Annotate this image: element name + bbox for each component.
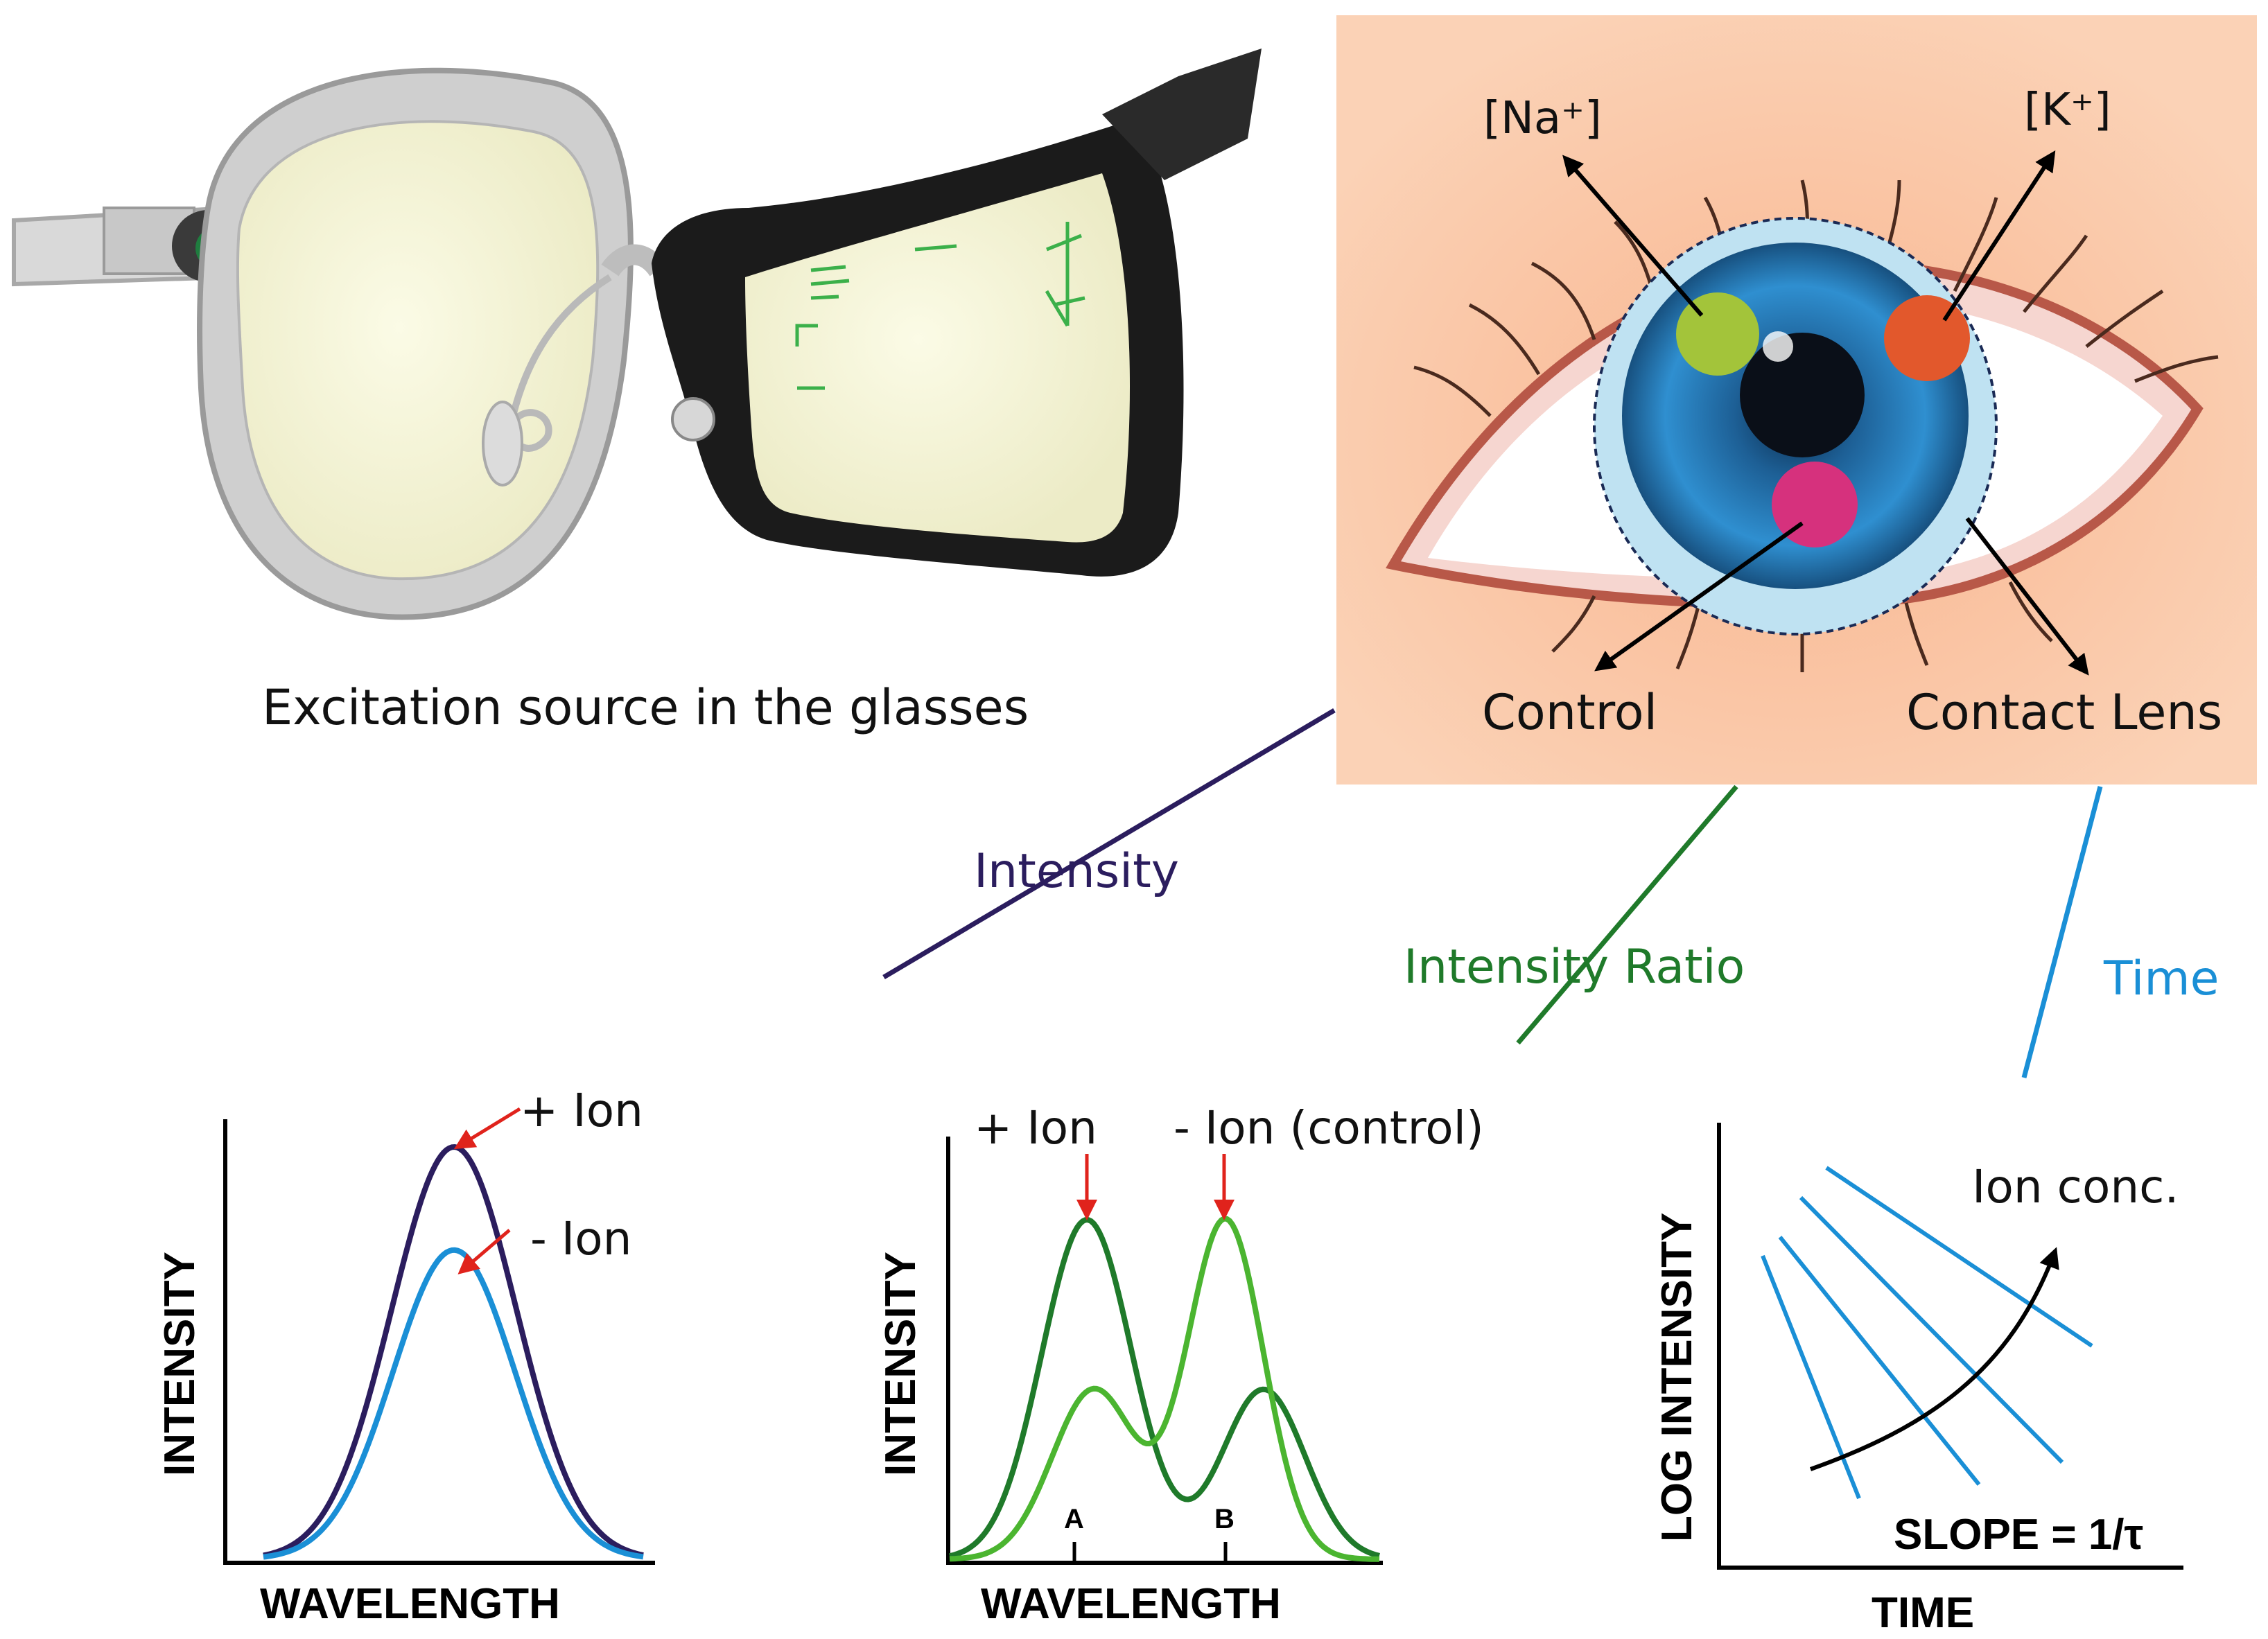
chart3-decay-line (1825, 1166, 2093, 1348)
eye-panel: [Na⁺] [K⁺] Control Contact Lens (1336, 15, 2257, 785)
glasses-caption: Excitation source in the glasses (262, 679, 1029, 736)
control-sensor-spot (1772, 462, 1858, 547)
chart1-minus-ion-label: - Ion (530, 1212, 631, 1265)
intensity-connector-line (882, 708, 1336, 980)
intensity-ratio-chart: A B + Ion - Ion (control) WAVELENGTH INT… (877, 1101, 1484, 1628)
hud-display-marks (795, 222, 1085, 390)
sodium-pointer-arrow (1562, 155, 1704, 317)
chart2-x-axis-title: WAVELENGTH (981, 1580, 1281, 1628)
chart2-tick-label-b: B (1214, 1504, 1235, 1534)
chart2-control-curve (949, 1216, 1380, 1562)
time-connector-line (2021, 786, 2103, 1078)
chart3-slope-label: SLOPE = 1/τ (1894, 1511, 2143, 1559)
chart1-minus-ion-curve (263, 1247, 644, 1560)
chart1-y-axis-title: INTENSITY (156, 1252, 204, 1476)
chart1-plus-ion-curve (263, 1143, 644, 1559)
control-label: Control (1482, 684, 1657, 741)
chart2-tick-label-a: A (1064, 1504, 1084, 1534)
chart2-control-label: - Ion (control) (1174, 1101, 1484, 1155)
smart-glasses-illustration (12, 49, 1262, 620)
left-lens (236, 120, 600, 581)
pupil (1740, 333, 1865, 457)
intensity-ratio-method-label: Intensity Ratio (1404, 940, 1745, 994)
intensity-ratio-connector-line (1516, 785, 1738, 1045)
chart3-decay-line (1799, 1195, 2064, 1464)
intensity-method-label: Intensity (974, 844, 1179, 899)
lifetime-chart: Ion conc. SLOPE = 1/τ TIME LOG INTENSITY (1653, 1123, 2183, 1637)
chart3-x-axis-title: TIME (1872, 1589, 1974, 1637)
chart1-axes (223, 1119, 655, 1565)
contact-lens-pointer-arrow (1965, 517, 2089, 676)
chart1-plus-ion-pointer (453, 1107, 521, 1150)
intensity-chart: + Ion - Ion WAVELENGTH INTENSITY (156, 1084, 655, 1628)
chart2-y-axis-title: INTENSITY (877, 1252, 925, 1476)
chart1-x-axis-title: WAVELENGTH (260, 1580, 560, 1628)
right-temple-arm (1102, 49, 1262, 180)
chart3-y-axis-title: LOG INTENSITY (1653, 1213, 1701, 1542)
potassium-pointer-arrow (1942, 150, 2056, 322)
chart1-plus-ion-label: + Ion (520, 1084, 643, 1137)
chart1-minus-ion-pointer (457, 1229, 511, 1274)
chart3-ion-conc-arrow (1809, 1247, 2059, 1471)
method-connectors: Intensity Intensity Ratio Time (882, 708, 2219, 1078)
potassium-sensor-spot (1884, 295, 1970, 381)
contact-lens-label: Contact Lens (1906, 684, 2222, 741)
chart2-plus-ion-curve (949, 1217, 1380, 1559)
chart3-ion-conc-label: Ion conc. (1972, 1160, 2179, 1213)
chart3-decay-lines (1761, 1166, 2093, 1500)
chart2-axes (946, 1137, 1383, 1565)
sodium-label: [Na⁺] (1483, 93, 1602, 144)
potassium-label: [K⁺] (2024, 85, 2111, 136)
chart3-decay-line (1761, 1254, 1861, 1500)
chart3-decay-line (1778, 1236, 1981, 1486)
chart2-plus-ion-label: + Ion (974, 1101, 1097, 1155)
time-method-label: Time (2103, 952, 2219, 1006)
sodium-sensor-spot (1676, 292, 1759, 376)
bridge (601, 244, 668, 277)
chart3-axes (1717, 1123, 2183, 1570)
control-pointer-arrow (1594, 521, 1804, 672)
